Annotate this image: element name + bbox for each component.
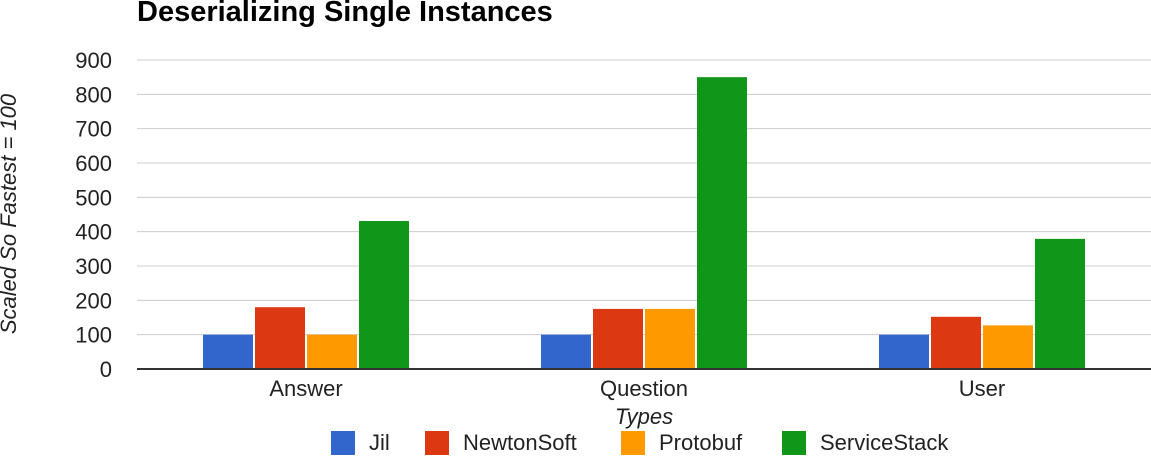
legend-swatch: [782, 431, 806, 455]
bar-newtonsoft-answer[interactable]: [255, 307, 305, 369]
y-tick-label: 800: [75, 82, 112, 107]
y-axis-label: Scaled So Fastest = 100: [0, 93, 21, 334]
y-tick-label: 700: [75, 117, 112, 142]
legend-label: ServiceStack: [820, 430, 949, 455]
y-tick-label: 600: [75, 151, 112, 176]
bar-servicestack-answer[interactable]: [359, 221, 409, 369]
x-axis-ticks: Answer Question User: [269, 376, 1005, 401]
y-tick-label: 100: [75, 323, 112, 348]
x-tick-label: Question: [600, 376, 688, 401]
bar-jil-answer[interactable]: [203, 334, 253, 369]
legend-item-jil[interactable]: Jil: [331, 428, 390, 458]
bar-protobuf-user[interactable]: [983, 325, 1033, 369]
y-tick-label: 400: [75, 220, 112, 245]
y-axis-ticks: 0 100 200 300 400 500 600 700 800 900: [75, 48, 112, 382]
y-tick-label: 500: [75, 185, 112, 210]
bar-newtonsoft-user[interactable]: [931, 316, 981, 369]
bar-protobuf-question[interactable]: [645, 308, 695, 369]
gridlines: [137, 59, 1151, 336]
legend-label: Jil: [369, 430, 390, 455]
legend-item-protobuf[interactable]: Protobuf: [621, 428, 742, 458]
legend: Jil NewtonSoft Protobuf ServiceStack: [0, 428, 1151, 458]
x-tick-label: Answer: [269, 376, 342, 401]
y-tick-label: 0: [100, 357, 112, 382]
chart-title: Deserializing Single Instances: [137, 0, 553, 28]
legend-item-newtonsoft[interactable]: NewtonSoft: [425, 428, 577, 458]
bar-servicestack-user[interactable]: [1035, 238, 1085, 369]
bar-jil-question[interactable]: [541, 334, 591, 369]
bar-servicestack-question[interactable]: [697, 77, 747, 370]
bar-chart: 0 100 200 300 400 500 600 700 800 900 Answer Quest…: [0, 48, 1151, 429]
y-tick-label: 200: [75, 288, 112, 313]
x-axis-label: Types: [615, 404, 673, 429]
y-tick-label: 300: [75, 254, 112, 279]
legend-swatch: [425, 431, 449, 455]
legend-label: NewtonSoft: [463, 430, 577, 455]
x-tick-label: User: [959, 376, 1005, 401]
bars: [203, 77, 1085, 370]
legend-item-servicestack[interactable]: ServiceStack: [782, 428, 948, 458]
legend-swatch: [621, 431, 645, 455]
bar-newtonsoft-question[interactable]: [593, 308, 643, 369]
bar-protobuf-answer[interactable]: [307, 334, 357, 369]
bar-jil-user[interactable]: [879, 334, 929, 369]
legend-swatch: [331, 431, 355, 455]
legend-label: Protobuf: [659, 430, 743, 455]
y-tick-label: 900: [75, 48, 112, 73]
